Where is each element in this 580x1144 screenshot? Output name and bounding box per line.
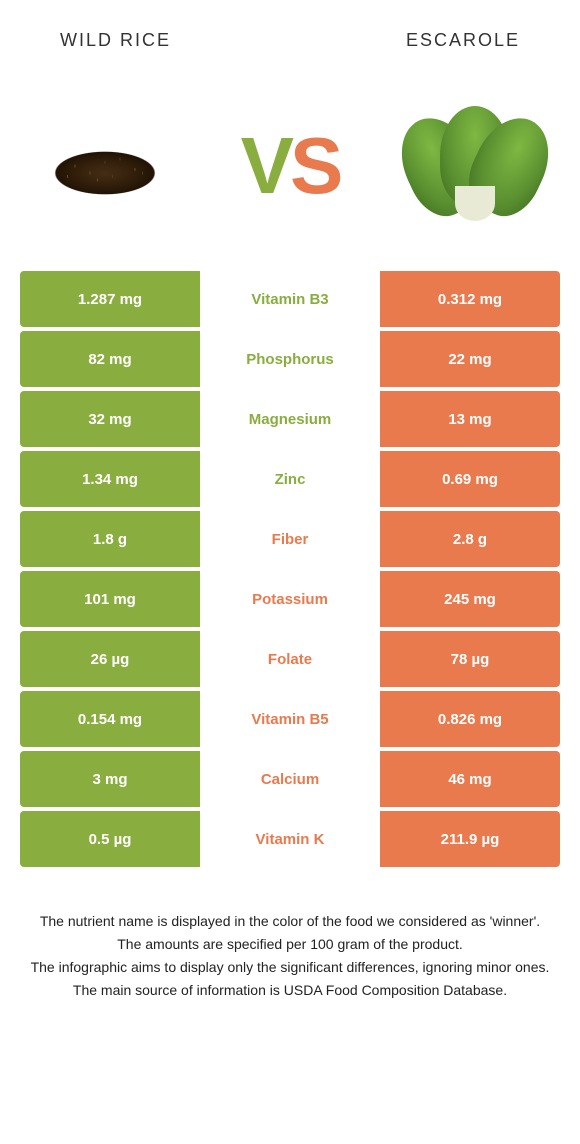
vs-s: S (290, 126, 339, 206)
hero-row: V S (0, 71, 580, 271)
escarole-icon (405, 106, 545, 226)
table-row: 1.8 gFiber2.8 g (20, 511, 560, 567)
nutrient-name-cell: Fiber (200, 511, 380, 567)
left-value-cell: 1.8 g (20, 511, 200, 567)
nutrient-name-cell: Phosphorus (200, 331, 380, 387)
table-row: 0.5 µgVitamin K211.9 µg (20, 811, 560, 867)
nutrient-name-cell: Folate (200, 631, 380, 687)
footer-line: The infographic aims to display only the… (30, 957, 550, 978)
nutrient-name-cell: Vitamin B5 (200, 691, 380, 747)
right-value-cell: 211.9 µg (380, 811, 560, 867)
nutrient-name-cell: Magnesium (200, 391, 380, 447)
right-value-cell: 0.826 mg (380, 691, 560, 747)
left-value-cell: 1.34 mg (20, 451, 200, 507)
nutrient-table: 1.287 mgVitamin B30.312 mg82 mgPhosphoru… (0, 271, 580, 867)
wild-rice-icon (30, 131, 180, 201)
left-value-cell: 3 mg (20, 751, 200, 807)
right-value-cell: 46 mg (380, 751, 560, 807)
left-value-cell: 1.287 mg (20, 271, 200, 327)
nutrient-name-cell: Vitamin K (200, 811, 380, 867)
table-row: 1.34 mgZinc0.69 mg (20, 451, 560, 507)
table-row: 82 mgPhosphorus22 mg (20, 331, 560, 387)
right-food-image (390, 101, 560, 231)
nutrient-name-cell: Potassium (200, 571, 380, 627)
left-value-cell: 0.154 mg (20, 691, 200, 747)
table-row: 101 mgPotassium245 mg (20, 571, 560, 627)
footer-line: The amounts are specified per 100 gram o… (30, 934, 550, 955)
left-food-image (20, 101, 190, 231)
right-value-cell: 245 mg (380, 571, 560, 627)
left-food-title: Wild rice (60, 30, 171, 51)
left-value-cell: 0.5 µg (20, 811, 200, 867)
right-value-cell: 0.312 mg (380, 271, 560, 327)
right-value-cell: 78 µg (380, 631, 560, 687)
vs-label: V S (241, 126, 340, 206)
table-row: 26 µgFolate78 µg (20, 631, 560, 687)
vs-v: V (241, 126, 290, 206)
header: Wild rice Escarole (0, 0, 580, 71)
footer-line: The main source of information is USDA F… (30, 980, 550, 1001)
table-row: 3 mgCalcium46 mg (20, 751, 560, 807)
right-food-title: Escarole (406, 30, 520, 51)
table-row: 1.287 mgVitamin B30.312 mg (20, 271, 560, 327)
nutrient-name-cell: Vitamin B3 (200, 271, 380, 327)
footer-notes: The nutrient name is displayed in the co… (0, 871, 580, 1001)
right-value-cell: 0.69 mg (380, 451, 560, 507)
right-value-cell: 22 mg (380, 331, 560, 387)
right-value-cell: 2.8 g (380, 511, 560, 567)
right-value-cell: 13 mg (380, 391, 560, 447)
left-value-cell: 82 mg (20, 331, 200, 387)
nutrient-name-cell: Zinc (200, 451, 380, 507)
left-value-cell: 101 mg (20, 571, 200, 627)
table-row: 0.154 mgVitamin B50.826 mg (20, 691, 560, 747)
footer-line: The nutrient name is displayed in the co… (30, 911, 550, 932)
table-row: 32 mgMagnesium13 mg (20, 391, 560, 447)
left-value-cell: 26 µg (20, 631, 200, 687)
left-value-cell: 32 mg (20, 391, 200, 447)
nutrient-name-cell: Calcium (200, 751, 380, 807)
